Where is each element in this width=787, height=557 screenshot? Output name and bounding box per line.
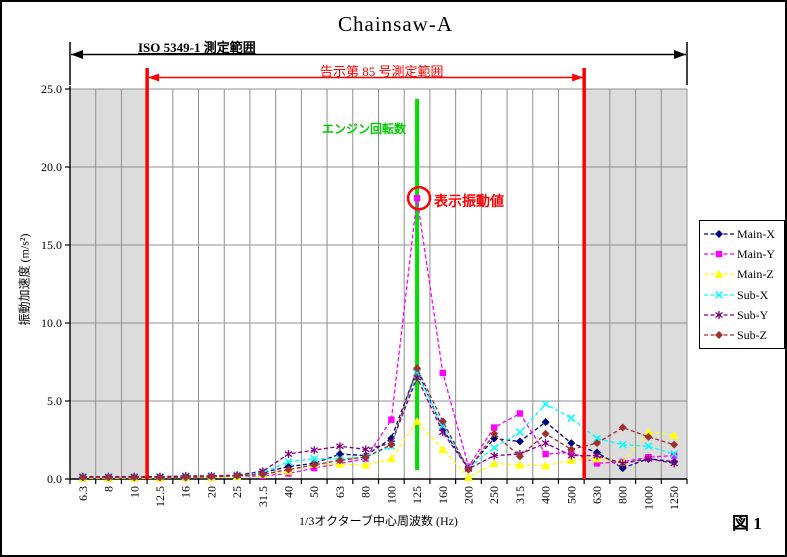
x-tick-label: 6.3 [76, 486, 90, 501]
legend-label: Sub-X [737, 287, 769, 302]
x-tick-label: 500 [564, 486, 578, 504]
legend-label: Main-Y [737, 247, 775, 262]
x-tick-label: 8 [102, 486, 116, 492]
legend-label: Main-Z [737, 267, 774, 282]
x-tick-label: 50 [307, 486, 321, 498]
y-tick-label: 5.0 [47, 394, 62, 408]
legend-marker-diamond [704, 330, 734, 339]
x-tick-label: 63 [333, 486, 347, 498]
legend-label: Sub-Z [737, 327, 767, 342]
x-tick-label: 40 [282, 486, 296, 498]
series-Sub-Z [78, 364, 679, 482]
chart-title: Chainsaw-A [338, 12, 453, 36]
legend-item-Main-Y: Main-Y [703, 245, 784, 263]
y-tick-label: 10.0 [41, 316, 62, 330]
x-tick-label: 200 [461, 486, 475, 504]
legend-item-Sub-X: Sub-X [703, 286, 784, 304]
legend: Main-X Main-Y Main-Z Sub-X Sub-Y Sub-Z [699, 220, 785, 349]
legend-item-Sub-Z: Sub-Z [703, 326, 784, 344]
iso-range-arrow [69, 42, 688, 85]
legend-label: Main-X [737, 227, 775, 242]
y-tick-label: 0.0 [47, 472, 62, 486]
x-tick-label: 160 [436, 486, 450, 504]
x-tick-label: 20 [204, 486, 218, 498]
x-tick-label: 1000 [641, 486, 655, 510]
y-tick-label: 20.0 [41, 160, 62, 174]
x-tick-label: 1250 [667, 486, 681, 510]
legend-label: Sub-Y [737, 307, 769, 322]
figure-number-label: 図 1 [732, 514, 762, 533]
x-tick-label: 315 [513, 486, 527, 504]
legend-marker-asterisk [704, 310, 734, 319]
y-axis-title: 振動加速度 (m/s²) [17, 233, 32, 326]
legend-item-Main-Z: Main-Z [703, 265, 784, 283]
y-tick-label: 15.0 [41, 238, 62, 252]
x-tick-label: 100 [384, 486, 398, 504]
legend-item-Main-X: Main-X [703, 225, 784, 243]
displayed-value-circle [406, 185, 432, 211]
notice85-range-label: 告示第 85 号測定範囲 [320, 64, 444, 79]
x-tick-label: 25 [230, 486, 244, 498]
x-tick-label: 10 [127, 486, 141, 498]
x-axis-title: 1/3オクターブ中心周波数 (Hz) [299, 514, 458, 528]
notice-range-arrow [148, 73, 584, 82]
legend-marker-triangle [704, 270, 734, 279]
x-tick-label: 125 [410, 486, 424, 504]
y-tick-label: 25.0 [41, 82, 62, 96]
x-tick-label: 250 [487, 486, 501, 504]
legend-item-Sub-Y: Sub-Y [703, 306, 784, 324]
x-tick-label: 80 [359, 486, 373, 498]
x-tick-label: 12.5 [153, 486, 167, 507]
x-tick-label: 16 [179, 486, 193, 498]
iso-range-label: ISO 5349-1 測定範囲 [138, 40, 256, 55]
displayed-vibration-label: 表示振動値 [434, 195, 504, 210]
legend-marker-x [704, 290, 734, 299]
engine-speed-label: エンジン回転数 [322, 122, 407, 136]
legend-marker-square [704, 251, 734, 258]
x-tick-label: 400 [539, 486, 553, 504]
legend-marker-diamond [704, 230, 734, 239]
left-shaded-region [70, 89, 148, 479]
x-tick-label: 630 [590, 486, 604, 504]
x-tick-label: 31.5 [256, 486, 270, 507]
x-tick-label: 800 [616, 486, 630, 504]
